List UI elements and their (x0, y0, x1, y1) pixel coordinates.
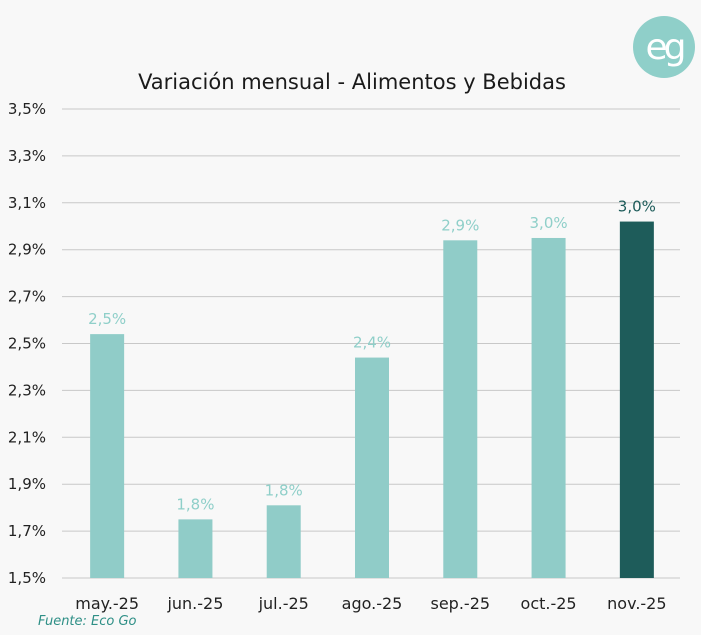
x-tick-label: nov.-25 (607, 594, 666, 613)
bars (90, 221, 654, 578)
bar-jun.-25 (178, 519, 213, 578)
logo-text: eg (645, 26, 687, 68)
data-label: 1,8% (176, 495, 214, 513)
y-axis: 1,5% 1,7% 1,9% 2,1% 2,3% 2,5% 2,7% 2,9% 3,1% 3,3%… (8, 100, 46, 587)
y-tick-label: 2,1% (8, 428, 46, 446)
x-tick-label: ago.-25 (342, 594, 403, 613)
bar-nov.-25 (619, 221, 654, 578)
x-tick-label: sep.-25 (431, 594, 491, 613)
x-axis: may.-25 jun.-25 jul.-25 ago.-25 sep.-25 oct.-… (75, 594, 666, 613)
bar-sep.-25 (443, 240, 478, 578)
data-label: 1,8% (265, 481, 303, 499)
data-label: 2,4% (353, 334, 391, 352)
bar-ago.-25 (355, 357, 389, 578)
chart-title: Variación mensual - Alimentos y Bebidas (138, 70, 566, 94)
y-tick-label: 1,7% (8, 522, 46, 540)
data-label: 3,0% (530, 214, 568, 232)
y-tick-label: 2,5% (8, 335, 46, 353)
y-tick-label: 3,1% (8, 194, 46, 212)
y-tick-label: 2,7% (8, 288, 46, 306)
data-label: 3,0% (618, 198, 656, 216)
y-tick-label: 3,5% (8, 100, 46, 118)
y-tick-label: 2,3% (8, 381, 46, 399)
bar-jul.-25 (266, 505, 301, 578)
x-tick-label: jun.-25 (166, 594, 223, 613)
y-tick-label: 3,3% (8, 147, 46, 165)
eco-go-logo: eg (633, 16, 695, 78)
bar-may.-25 (90, 334, 125, 578)
x-tick-label: jul.-25 (258, 594, 309, 613)
y-tick-label: 1,9% (8, 475, 46, 493)
bar-oct.-25 (531, 237, 566, 578)
data-label: 2,5% (88, 310, 126, 328)
data-labels: 2,5% 1,8% 1,8% 2,4% 2,9% 3,0% 3,0% (88, 198, 656, 514)
data-label: 2,9% (441, 216, 479, 234)
y-tick-label: 2,9% (8, 241, 46, 259)
x-tick-label: oct.-25 (521, 594, 577, 613)
source-note: Fuente: Eco Go (38, 614, 137, 629)
y-tick-label: 1,5% (8, 569, 46, 587)
x-tick-label: may.-25 (75, 594, 139, 613)
